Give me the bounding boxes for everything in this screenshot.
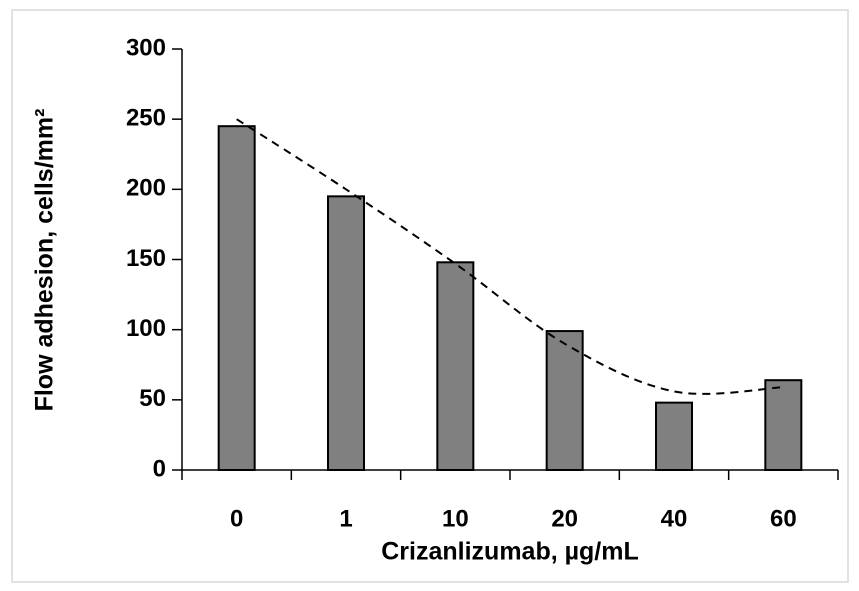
- x-tick-label: 1: [339, 505, 352, 532]
- x-tick-label: 40: [661, 505, 688, 532]
- x-tick-label: 10: [442, 505, 469, 532]
- x-axis-title: Crizanlizumab, µg/mL: [381, 538, 638, 566]
- x-tick-label: 20: [551, 505, 578, 532]
- x-tick-label: 0: [230, 505, 243, 532]
- bar: [217, 125, 256, 472]
- trend-line: [236, 118, 784, 395]
- bar: [764, 379, 803, 472]
- y-axis-title: Flow adhesion, cells/mm²: [31, 109, 59, 412]
- y-tick-label: 100: [126, 315, 166, 342]
- y-tick-label: 300: [126, 34, 166, 61]
- x-tick-label: 60: [770, 505, 797, 532]
- chart-frame: [11, 9, 849, 583]
- y-tick-label: 150: [126, 245, 166, 272]
- bar: [655, 401, 693, 472]
- y-tick-label: 50: [139, 385, 166, 412]
- y-tick-label: 250: [126, 105, 166, 132]
- y-tick-label: 200: [126, 175, 166, 202]
- y-tick-label: 0: [153, 455, 166, 482]
- bar: [327, 195, 365, 471]
- bar: [436, 261, 475, 471]
